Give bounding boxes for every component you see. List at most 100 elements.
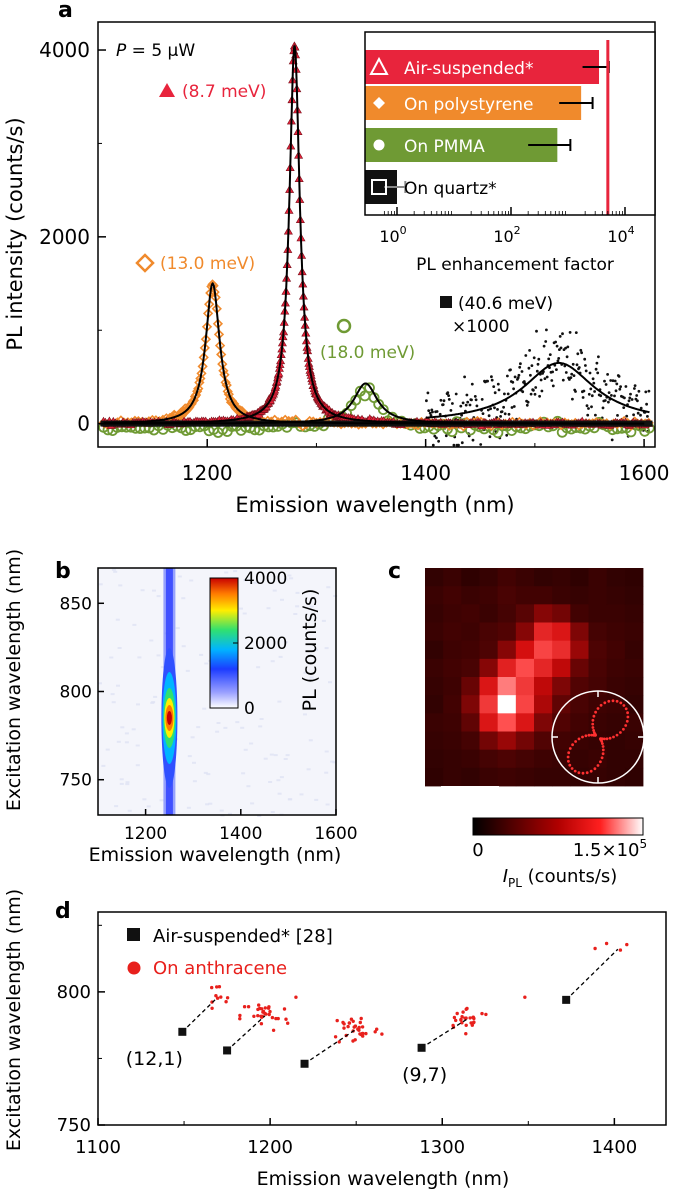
quartz-data-point — [551, 384, 555, 388]
panel-a-xtick-label: 1200 — [182, 461, 233, 485]
map-noise — [257, 814, 262, 817]
quartz-data-point — [570, 372, 574, 376]
polystyrene-data-point — [198, 352, 209, 363]
pl-image-pixel — [497, 640, 517, 660]
pl-image-pixel — [425, 568, 444, 587]
anthracene-point — [267, 1012, 271, 1017]
quartz-data-point — [441, 403, 445, 406]
quartz-data-point — [517, 373, 521, 377]
quartz-data-point — [613, 379, 617, 383]
panel-c-pl-image: 0 1.5×105 IPL (counts/s) — [425, 568, 647, 890]
quartz-data-point — [613, 394, 616, 398]
pl-image-pixel — [515, 749, 535, 769]
pl-image-pixel — [515, 622, 535, 642]
polar-data-point — [587, 733, 591, 737]
map-noise — [113, 570, 118, 573]
anthracene-point — [257, 1003, 261, 1007]
map-noise — [246, 785, 251, 788]
map-noise — [314, 798, 319, 801]
quartz-data-point — [639, 413, 642, 417]
pl-image-pixel — [534, 767, 553, 787]
map-noise — [258, 725, 263, 728]
pl-image-pixel — [479, 767, 499, 787]
polar-data-point — [594, 710, 597, 714]
pl-image-pixel — [606, 731, 626, 751]
pl-image-pixel — [552, 568, 571, 587]
quartz-data-point — [629, 392, 632, 396]
map-noise — [219, 809, 224, 812]
map-noise — [276, 779, 281, 782]
pl-image-pixel — [461, 658, 480, 678]
quartz-data-point — [588, 371, 592, 375]
map-noise — [125, 781, 130, 784]
quartz-data-point — [426, 391, 430, 395]
pl-image-pixel — [552, 731, 571, 751]
quartz-data-point — [506, 392, 510, 396]
map-noise — [120, 726, 125, 729]
map-noise — [110, 693, 115, 696]
polar-data-point — [568, 747, 572, 750]
pl-image-pixel — [624, 749, 644, 769]
quartz-data-point — [561, 378, 565, 382]
panel-d-xlabel: Emission wavelength (nm) — [257, 1168, 510, 1190]
map-noise — [263, 757, 268, 760]
map-noise — [199, 653, 204, 656]
quartz-data-point — [589, 387, 593, 391]
quartz-data-point — [459, 404, 463, 408]
map-noise — [142, 798, 147, 801]
anthracene-point — [242, 1005, 247, 1009]
polar-data-point — [600, 756, 604, 760]
quartz-data-point — [492, 385, 496, 388]
map-noise — [117, 647, 122, 649]
polar-data-point — [596, 707, 600, 710]
quartz-data-point — [532, 356, 536, 360]
quartz-data-point — [427, 409, 431, 412]
polar-data-point — [603, 701, 607, 705]
quartz-data-point — [535, 369, 539, 373]
pl-image-pixel — [606, 695, 626, 714]
pl-image-pixel — [606, 749, 626, 769]
panel-a-xtick-label: 1600 — [619, 461, 670, 485]
pl-image-pixel — [461, 677, 480, 696]
polar-data-point — [624, 707, 628, 711]
panel-d-xtick-label: 1200 — [247, 1137, 293, 1158]
quartz-data-point — [447, 394, 450, 397]
anthracene-point — [263, 1006, 267, 1010]
map-noise — [324, 750, 329, 753]
quartz-data-point — [465, 393, 469, 397]
anthracene-point — [523, 995, 527, 999]
pl-image-pixel — [479, 640, 499, 660]
pl-image-pixel — [515, 640, 535, 660]
map-noise — [288, 798, 293, 801]
map-noise — [205, 803, 210, 806]
quartz-data-point — [580, 351, 583, 355]
map-noise — [250, 802, 255, 805]
quartz-data-point — [582, 389, 586, 393]
anthracene-point — [252, 1014, 256, 1018]
map-noise — [239, 607, 243, 610]
pl-image-pixel — [497, 658, 517, 678]
quartz-data-point — [444, 434, 448, 438]
anthracene-point — [271, 1028, 276, 1033]
quartz-data-point — [461, 401, 465, 405]
quartz-data-point — [486, 379, 489, 383]
anthracene-point — [260, 1007, 264, 1011]
quartz-data-point — [506, 374, 509, 378]
pl-image-pixel — [425, 604, 444, 623]
pl-image-pixel — [461, 640, 480, 660]
quartz-data-point — [499, 415, 502, 418]
map-noise — [181, 645, 186, 648]
quartz-data-point — [594, 413, 597, 417]
anthracene-point — [333, 1035, 338, 1039]
polar-data-point — [577, 771, 581, 775]
quartz-data-point — [516, 376, 520, 380]
quartz-data-point — [545, 328, 548, 332]
map-noise — [153, 695, 158, 698]
pmma-fwhm-label: (18.0 meV) — [320, 343, 415, 363]
pl-image-pixel — [515, 713, 535, 732]
map-noise — [152, 589, 156, 592]
anthracene-point — [219, 995, 223, 999]
pl-image-pixel — [443, 749, 462, 769]
quartz-fwhm-label: (40.6 meV) — [458, 294, 553, 314]
anthracene-point — [294, 995, 298, 999]
